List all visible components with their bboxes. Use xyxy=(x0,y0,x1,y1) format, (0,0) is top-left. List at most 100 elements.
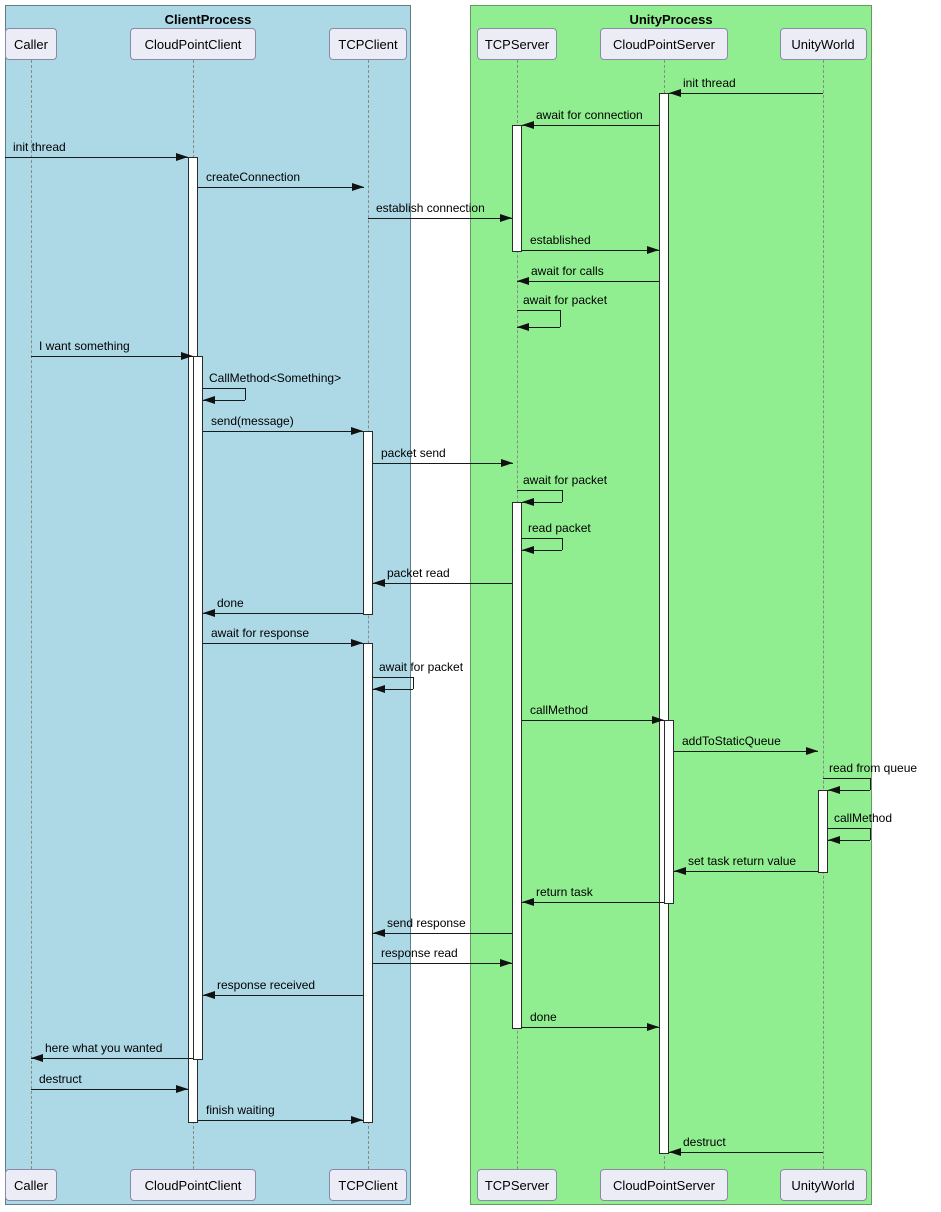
message-arrowhead xyxy=(674,867,686,875)
unity-process-frame: UnityProcess xyxy=(470,5,872,1205)
message-line xyxy=(674,751,818,752)
self-message-side xyxy=(870,778,871,790)
actor-label: UnityWorld xyxy=(791,1177,855,1193)
self-message-out xyxy=(517,310,560,311)
self-message-back xyxy=(517,327,560,328)
message-arrowhead xyxy=(652,716,664,724)
self-message-back xyxy=(373,689,413,690)
actor-label: CloudPointClient xyxy=(144,1177,242,1193)
message-line xyxy=(669,93,823,94)
actor-box-tcps-header: TCPServer xyxy=(477,28,557,60)
message-arrowhead xyxy=(176,1085,188,1093)
message-arrowhead xyxy=(522,121,534,129)
activation-bar-tcpc xyxy=(363,643,373,1123)
lifeline-uw xyxy=(823,60,824,1169)
frame-title: UnityProcess xyxy=(629,12,713,27)
self-message-side xyxy=(413,677,414,689)
activation-bar-cps xyxy=(664,720,674,904)
self-message-out xyxy=(203,388,245,389)
message-arrowhead xyxy=(203,991,215,999)
message-line xyxy=(31,1058,193,1059)
message-label: packet read xyxy=(387,566,450,580)
message-line xyxy=(373,963,512,964)
message-line xyxy=(522,720,664,721)
self-message-side xyxy=(562,538,563,550)
message-line xyxy=(203,613,363,614)
message-label: callMethod xyxy=(530,703,589,717)
message-label: response read xyxy=(381,946,458,960)
actor-box-uw-footer: UnityWorld xyxy=(779,1169,867,1201)
message-arrowhead xyxy=(351,1116,363,1124)
actor-box-tcps-footer: TCPServer xyxy=(477,1169,557,1201)
actor-box-tcpc-footer: TCPClient xyxy=(329,1169,407,1201)
actor-box-caller-footer: Caller xyxy=(5,1169,57,1201)
actor-label: TCPClient xyxy=(338,36,398,52)
self-message-arrowhead xyxy=(828,836,840,844)
message-arrowhead xyxy=(500,214,512,222)
message-label: I want something xyxy=(39,339,130,353)
message-arrowhead xyxy=(203,609,215,617)
actor-box-cps-header: CloudPointServer xyxy=(600,28,728,60)
message-label: done xyxy=(217,596,244,610)
self-message-out xyxy=(823,778,870,779)
message-line xyxy=(198,187,364,188)
activation-bar-cpc xyxy=(193,356,203,1060)
activation-bar-tcps xyxy=(512,125,522,252)
actor-box-cpc-header: CloudPointClient xyxy=(130,28,256,60)
self-message-label: await for packet xyxy=(523,473,608,487)
self-message-back xyxy=(522,502,562,503)
self-message-back xyxy=(203,400,245,401)
message-arrowhead xyxy=(669,1148,681,1156)
message-label: send(message) xyxy=(211,414,294,428)
self-message-label: await for packet xyxy=(379,660,464,674)
message-line xyxy=(522,125,659,126)
self-message-out xyxy=(373,677,413,678)
message-label: await for connection xyxy=(536,108,643,122)
message-line xyxy=(669,1152,823,1153)
message-label: await for response xyxy=(211,626,310,640)
message-label: send response xyxy=(387,916,466,930)
message-arrowhead xyxy=(373,579,385,587)
message-line xyxy=(522,902,664,903)
message-line xyxy=(373,583,512,584)
self-message-arrowhead xyxy=(522,498,534,506)
message-arrowhead xyxy=(500,959,512,967)
message-line xyxy=(522,250,659,251)
actor-box-cpc-footer: CloudPointClient xyxy=(130,1169,256,1201)
self-message-out xyxy=(828,828,870,829)
activation-bar-tcpc xyxy=(363,431,373,615)
message-line xyxy=(203,431,363,432)
message-label: establish connection xyxy=(376,201,485,215)
message-line xyxy=(5,157,188,158)
message-line xyxy=(368,218,512,219)
actor-label: TCPServer xyxy=(484,1177,550,1193)
self-message-label: callMethod xyxy=(834,811,893,825)
self-message-arrowhead xyxy=(373,685,385,693)
message-label: packet send xyxy=(381,446,446,460)
message-arrowhead xyxy=(647,1023,659,1031)
self-message-side xyxy=(870,828,871,840)
message-label: response received xyxy=(217,978,316,992)
message-arrowhead xyxy=(176,153,188,161)
self-message-side xyxy=(562,490,563,502)
self-message-out xyxy=(517,490,562,491)
message-line xyxy=(31,1089,188,1090)
message-label: established xyxy=(530,233,591,247)
lifeline-caller xyxy=(31,60,32,1169)
actor-box-cps-footer: CloudPointServer xyxy=(600,1169,728,1201)
message-label: init thread xyxy=(683,76,736,90)
actor-label: TCPClient xyxy=(338,1177,398,1193)
self-message-arrowhead xyxy=(517,323,529,331)
self-message-arrowhead xyxy=(203,396,215,404)
message-line xyxy=(522,1027,659,1028)
message-label: addToStaticQueue xyxy=(682,734,781,748)
message-arrowhead xyxy=(351,427,363,435)
actor-box-caller-header: Caller xyxy=(5,28,57,60)
message-arrowhead xyxy=(181,352,193,360)
self-message-label: read packet xyxy=(528,521,591,535)
actor-label: TCPServer xyxy=(484,36,550,52)
self-message-back xyxy=(828,790,870,791)
message-label: here what you wanted xyxy=(45,1041,163,1055)
actor-label: UnityWorld xyxy=(791,36,855,52)
actor-box-tcpc-header: TCPClient xyxy=(329,28,407,60)
